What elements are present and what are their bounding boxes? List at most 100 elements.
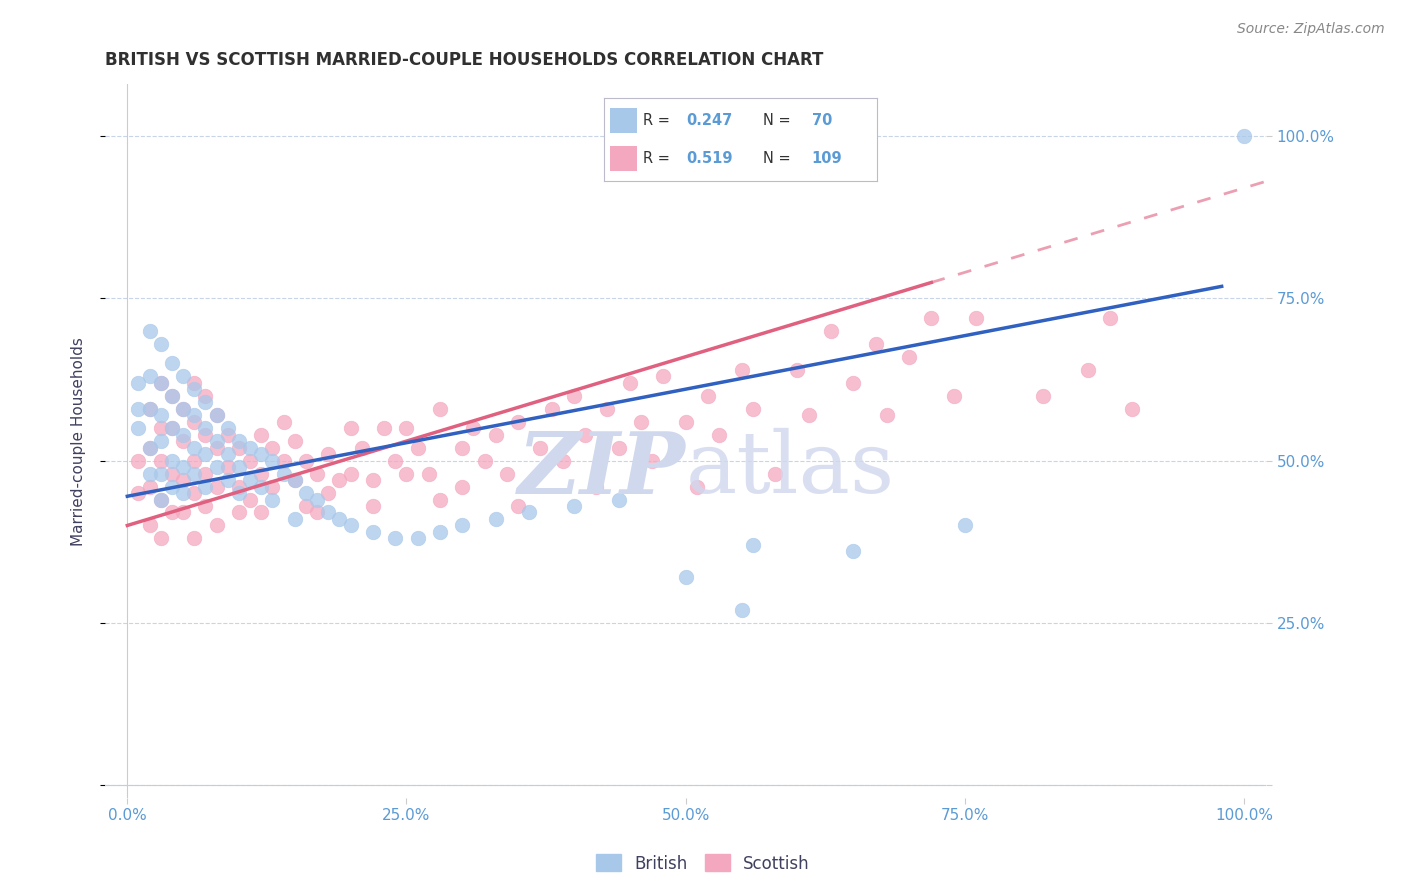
Point xyxy=(205,518,228,533)
Point xyxy=(350,441,373,455)
Point xyxy=(451,479,474,493)
Point xyxy=(149,434,172,448)
Point xyxy=(172,506,194,520)
Point xyxy=(172,486,194,500)
Point xyxy=(149,408,172,422)
Point xyxy=(953,518,976,533)
Point xyxy=(138,467,160,481)
Point xyxy=(250,427,273,442)
Point xyxy=(160,467,183,481)
Point xyxy=(508,415,530,429)
Text: BRITISH VS SCOTTISH MARRIED-COUPLE HOUSEHOLDS CORRELATION CHART: BRITISH VS SCOTTISH MARRIED-COUPLE HOUSE… xyxy=(105,51,824,69)
Point xyxy=(339,467,361,481)
Point xyxy=(239,441,262,455)
Point xyxy=(418,467,440,481)
Point xyxy=(228,434,250,448)
Point xyxy=(149,376,172,390)
Text: ZIP: ZIP xyxy=(517,428,686,511)
Point xyxy=(361,473,384,487)
Point xyxy=(194,447,217,461)
Point xyxy=(228,460,250,475)
Point xyxy=(149,492,172,507)
Point xyxy=(328,512,350,526)
Point xyxy=(295,499,318,513)
Point xyxy=(1032,389,1054,403)
Point xyxy=(741,538,763,552)
Point xyxy=(160,356,183,370)
Point xyxy=(138,401,160,416)
Point xyxy=(675,415,697,429)
Point xyxy=(172,473,194,487)
Point xyxy=(194,499,217,513)
Point xyxy=(217,427,239,442)
Point xyxy=(138,324,160,338)
Point xyxy=(429,492,451,507)
Point xyxy=(307,467,329,481)
Point xyxy=(183,382,205,396)
Point xyxy=(183,441,205,455)
Point xyxy=(1098,310,1121,325)
Point xyxy=(562,499,585,513)
Point xyxy=(607,441,630,455)
Point xyxy=(160,453,183,467)
Point xyxy=(262,492,284,507)
Point xyxy=(205,441,228,455)
Point xyxy=(384,532,406,546)
Point xyxy=(596,401,619,416)
Point xyxy=(318,506,340,520)
Point xyxy=(149,492,172,507)
Point xyxy=(205,460,228,475)
Point xyxy=(205,434,228,448)
Point xyxy=(250,467,273,481)
Point xyxy=(485,512,508,526)
Point xyxy=(898,350,921,364)
Point xyxy=(160,421,183,435)
Point xyxy=(284,473,307,487)
Point xyxy=(307,506,329,520)
Point xyxy=(607,492,630,507)
Text: Source: ZipAtlas.com: Source: ZipAtlas.com xyxy=(1237,22,1385,37)
Point xyxy=(529,441,551,455)
Point xyxy=(697,389,720,403)
Text: atlas: atlas xyxy=(686,428,894,511)
Point xyxy=(228,486,250,500)
Point xyxy=(630,415,652,429)
Point xyxy=(307,492,329,507)
Point xyxy=(228,506,250,520)
Point xyxy=(205,479,228,493)
Point xyxy=(540,401,562,416)
Point xyxy=(183,467,205,481)
Point xyxy=(786,362,808,376)
Point xyxy=(205,408,228,422)
Point xyxy=(160,389,183,403)
Point xyxy=(730,603,752,617)
Point xyxy=(160,389,183,403)
Y-axis label: Married-couple Households: Married-couple Households xyxy=(72,336,86,546)
Point xyxy=(138,401,160,416)
Point xyxy=(127,401,149,416)
Point xyxy=(273,415,295,429)
Point xyxy=(686,479,709,493)
Point xyxy=(183,408,205,422)
Point xyxy=(172,401,194,416)
Point xyxy=(149,467,172,481)
Point xyxy=(406,441,429,455)
Point xyxy=(463,421,485,435)
Point xyxy=(149,532,172,546)
Point xyxy=(339,421,361,435)
Point xyxy=(373,421,395,435)
Point xyxy=(406,532,429,546)
Point xyxy=(127,421,149,435)
Point xyxy=(149,376,172,390)
Point xyxy=(138,369,160,384)
Point xyxy=(295,453,318,467)
Point xyxy=(641,453,664,467)
Point xyxy=(429,401,451,416)
Point xyxy=(250,479,273,493)
Point xyxy=(965,310,987,325)
Point xyxy=(942,389,965,403)
Point xyxy=(138,441,160,455)
Point xyxy=(284,473,307,487)
Point xyxy=(741,401,763,416)
Point xyxy=(160,506,183,520)
